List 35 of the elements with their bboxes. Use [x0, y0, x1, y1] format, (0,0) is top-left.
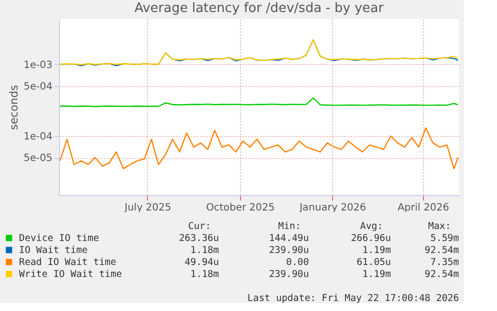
text: 61.05u	[356, 257, 391, 268]
text: 266.96u	[350, 233, 391, 244]
y-axis-title: seconds	[8, 84, 21, 130]
y-tick-label: 1e-04	[24, 131, 52, 142]
text: 92.54m	[424, 269, 460, 280]
text: 1.19m	[362, 245, 392, 256]
text: 7.35m	[430, 257, 460, 268]
text: Avg:	[360, 221, 383, 232]
y-tick-label: 1e-03	[24, 60, 52, 71]
legend-label: Write IO Wait time	[19, 269, 122, 280]
text: Cur:	[188, 221, 211, 232]
legend-label: IO Wait time	[19, 245, 88, 256]
x-tick-label: April 2026	[398, 202, 450, 214]
text: 1.18m	[190, 269, 220, 280]
text: Max:	[428, 221, 451, 232]
legend-label: Device IO time	[19, 233, 100, 244]
text: 239.90u	[268, 245, 309, 256]
x-tick-label: January 2026	[298, 202, 366, 214]
legend-label: Read IO Wait time	[19, 257, 117, 268]
text: 1.19m	[362, 269, 392, 280]
x-tick-label: July 2025	[124, 202, 172, 214]
chart-title: Average latency for /dev/sda - by year	[134, 1, 384, 16]
y-tick-label: 5e-05	[24, 153, 52, 164]
text: 1.18m	[190, 245, 220, 256]
x-tick-label: October 2025	[206, 202, 275, 214]
text: Last update: Fri May 22 17:00:48 2026	[247, 293, 460, 304]
text: 144.49u	[268, 233, 309, 244]
text: 263.36u	[178, 233, 219, 244]
y-tick-label: 5e-04	[24, 81, 52, 92]
text: Min:	[278, 221, 301, 232]
text: 239.90u	[268, 269, 309, 280]
text: 49.94u	[184, 257, 219, 268]
text: 92.54m	[424, 245, 460, 256]
text: 0.00	[286, 257, 310, 268]
text: 5.59m	[430, 233, 460, 244]
